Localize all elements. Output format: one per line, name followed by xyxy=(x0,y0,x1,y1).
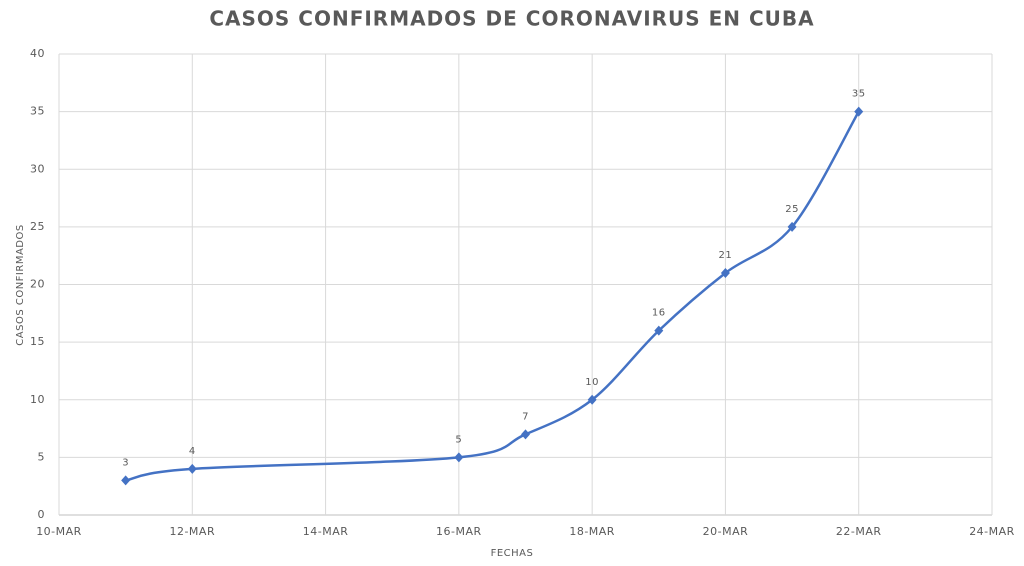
chart-title: CASOS CONFIRMADOS DE CORONAVIRUS EN CUBA xyxy=(209,7,814,31)
marker xyxy=(521,429,530,440)
x-tick-label: 12-MAR xyxy=(169,525,215,538)
marker xyxy=(654,325,664,336)
y-tick-label: 30 xyxy=(30,162,45,175)
data-label: 3 xyxy=(122,457,129,468)
x-tick-label: 22-MAR xyxy=(836,525,882,538)
data-label: 35 xyxy=(852,89,866,100)
x-tick-label: 16-MAR xyxy=(436,525,482,538)
y-axis-title: CASOS CONFIRMADOS xyxy=(15,224,26,345)
marker xyxy=(121,475,131,486)
y-tick-label: 15 xyxy=(30,335,45,348)
data-label: 4 xyxy=(189,446,196,457)
data-label: 5 xyxy=(455,434,462,445)
marker xyxy=(454,452,464,463)
y-tick-label: 35 xyxy=(30,105,45,118)
y-tick-label: 40 xyxy=(30,47,45,60)
y-tick-label: 20 xyxy=(30,278,45,291)
y-tick-label: 10 xyxy=(30,393,45,406)
x-axis-title: FECHAS xyxy=(491,548,534,559)
y-tick-label: 5 xyxy=(38,450,46,463)
marker xyxy=(720,267,730,278)
data-label: 16 xyxy=(652,308,666,319)
marker xyxy=(587,394,597,405)
marker xyxy=(854,106,864,117)
x-tick-label: 20-MAR xyxy=(703,525,749,538)
data-label: 21 xyxy=(719,250,733,261)
x-tick-label: 18-MAR xyxy=(569,525,615,538)
data-label: 25 xyxy=(785,204,799,215)
line xyxy=(125,110,860,482)
y-tick-label: 0 xyxy=(38,508,46,521)
x-tick-label: 10-MAR xyxy=(36,525,82,538)
marker xyxy=(787,221,797,232)
y-tick-label: 25 xyxy=(30,220,45,233)
marker xyxy=(187,463,197,474)
x-tick-label: 14-MAR xyxy=(303,525,349,538)
data-label: 10 xyxy=(585,377,599,388)
x-tick-label: 24-MAR xyxy=(969,525,1015,538)
data-label: 7 xyxy=(522,411,529,422)
